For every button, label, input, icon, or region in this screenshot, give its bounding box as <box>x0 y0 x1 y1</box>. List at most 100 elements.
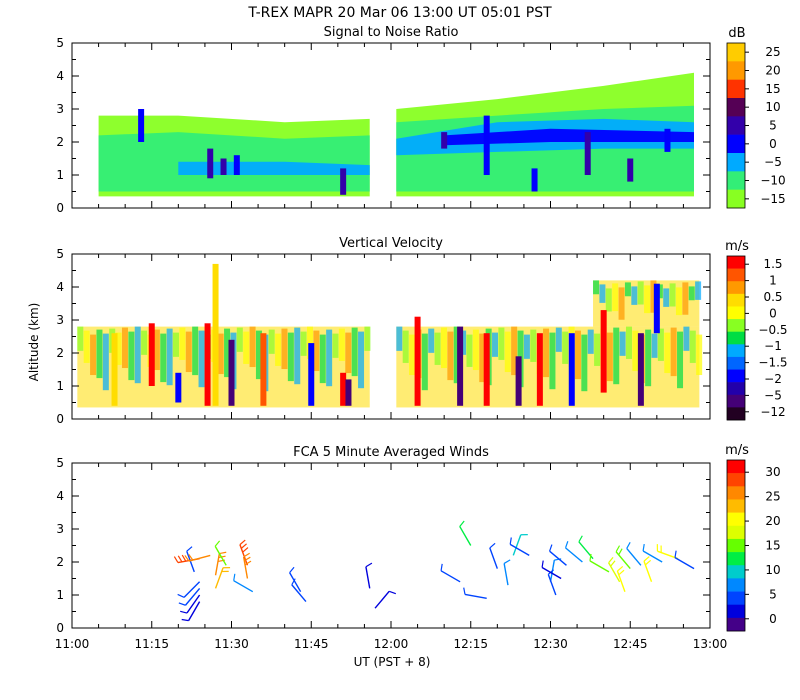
velocity-cell <box>479 333 486 383</box>
colorbar-swatch <box>727 43 745 62</box>
colorbar-swatch <box>727 499 745 513</box>
velocity-cell <box>198 330 205 388</box>
wind-barb-flag <box>578 535 583 543</box>
colorbar-swatch <box>727 460 745 474</box>
feature-streak <box>345 379 352 406</box>
velocity-cell <box>606 332 613 382</box>
velocity-cell <box>83 330 90 363</box>
velocity-cell <box>102 333 109 391</box>
colorbar-label: 0 <box>769 612 777 626</box>
feature-streak <box>260 333 267 406</box>
wind-barb-flag <box>244 556 251 562</box>
velocity-cell <box>306 326 313 359</box>
velocity-cell <box>670 327 677 377</box>
wind-barb-flag <box>440 563 443 571</box>
colorbar-swatch <box>727 319 745 332</box>
wind-barb <box>547 574 557 596</box>
wind-barb-flag <box>180 610 188 614</box>
velocity-cell <box>644 285 651 314</box>
wind-barb-flag <box>233 573 236 581</box>
y-axis-label: Altitude (km) <box>27 303 41 382</box>
figure-title: T-REX MAPR 20 Mar 06 13:00 UT 05:01 PST <box>247 5 552 21</box>
contour-band-0 <box>444 128 694 146</box>
wind-barb <box>365 566 371 589</box>
wind-barb-flag <box>549 544 553 552</box>
feature-streak <box>584 132 591 175</box>
panel-title: Vertical Velocity <box>339 236 443 251</box>
velocity-cell <box>364 326 371 351</box>
x-tick-label: 11:45 <box>294 637 329 651</box>
colorbar-swatch <box>727 356 745 370</box>
velocity-cell <box>657 328 664 361</box>
velocity-cell <box>249 326 256 368</box>
feature-streak <box>340 372 347 406</box>
velocity-cell <box>682 282 689 315</box>
velocity-cell <box>669 283 676 307</box>
panel-1: Signal to Noise Ratio 0 1 2 3 4 5 25 20 15 10 5 0 −5 −… <box>56 25 785 215</box>
velocity-cell <box>498 327 505 360</box>
feature-streak <box>441 132 448 149</box>
colorbar-label: −1 <box>764 339 782 353</box>
feature-streak <box>111 333 118 406</box>
velocity-cell <box>358 331 365 389</box>
velocity-cell <box>663 288 670 307</box>
colorbar-label: −0.5 <box>758 323 787 337</box>
velocity-cell <box>281 328 288 370</box>
velocity-cell <box>128 331 135 381</box>
wind-barb <box>489 547 498 569</box>
feature-streak <box>207 148 214 179</box>
colorbar-unit: m/s <box>725 443 749 458</box>
velocity-cell <box>555 327 562 352</box>
wind-barb <box>643 560 653 583</box>
wind-barb-flag <box>219 551 227 555</box>
colorbar-swatch <box>727 617 745 632</box>
wind-barb-flag <box>181 618 189 622</box>
velocity-cell <box>345 332 352 374</box>
velocity-cell <box>613 327 620 385</box>
wind-barb <box>183 581 201 598</box>
x-tick-label: 11:30 <box>214 637 249 651</box>
velocity-cell <box>326 329 333 387</box>
wind-barb-flag <box>615 545 621 553</box>
colorbar-swatch <box>727 486 745 500</box>
x-tick-label: 12:15 <box>453 637 488 651</box>
wind-barb-flag <box>617 566 624 572</box>
feature-streak <box>228 339 235 406</box>
colorbar-swatch <box>727 591 745 605</box>
feature-streak <box>457 326 464 406</box>
feature-streak <box>568 333 575 406</box>
feature-streak <box>653 283 660 334</box>
colorbar-label: −2 <box>764 372 782 386</box>
plot-area <box>77 263 703 408</box>
velocity-cell <box>332 333 339 358</box>
colorbar-swatch <box>727 281 745 295</box>
feature-streak <box>531 168 538 192</box>
velocity-cell <box>523 334 530 359</box>
wind-barb-flag <box>503 559 511 564</box>
y-tick-label: 4 <box>56 280 64 294</box>
wind-barb <box>626 547 642 566</box>
wind-barb-flag <box>610 560 616 567</box>
velocity-cell <box>677 331 684 389</box>
colorbar-label: −5 <box>764 155 782 169</box>
colorbar-swatch <box>727 134 745 154</box>
colorbar-swatch <box>727 512 745 527</box>
velocity-cell <box>440 327 447 369</box>
velocity-cell <box>612 283 619 312</box>
velocity-cell <box>650 280 657 313</box>
feature-streak <box>220 158 227 175</box>
wind-barb-flag <box>644 559 652 566</box>
velocity-cell <box>472 329 479 371</box>
velocity-cell <box>134 326 141 384</box>
wind-barb-flag <box>489 542 496 549</box>
velocity-cell <box>255 330 262 380</box>
velocity-cell <box>319 334 326 384</box>
wind-barb-flag <box>642 543 645 552</box>
wind-barb <box>615 551 631 570</box>
velocity-cell <box>115 332 122 365</box>
y-tick-label: 5 <box>56 36 64 50</box>
wind-barb-flag <box>243 552 250 558</box>
wind-barb <box>184 587 201 606</box>
velocity-cell <box>166 328 173 386</box>
colorbar: 30 25 20 15 10 5 0 m/s <box>725 443 781 632</box>
